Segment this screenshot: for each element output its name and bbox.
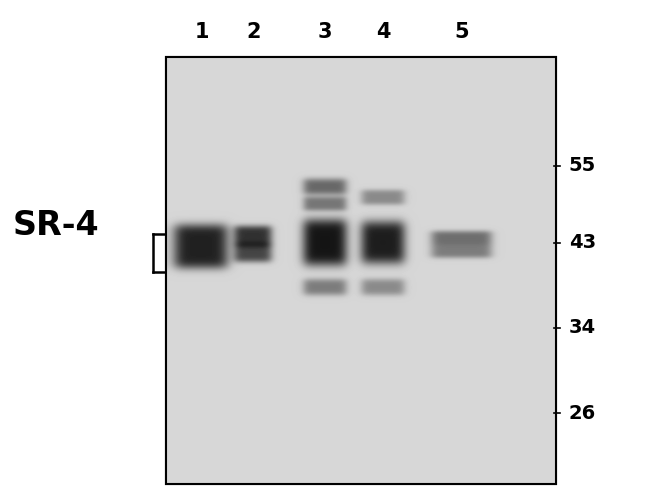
Text: 34: 34 <box>569 318 596 337</box>
Text: 5: 5 <box>454 22 469 42</box>
Text: 2: 2 <box>246 22 261 42</box>
Text: 1: 1 <box>194 22 209 42</box>
Text: 26: 26 <box>569 404 596 423</box>
Text: 43: 43 <box>569 233 596 252</box>
Text: 55: 55 <box>569 156 596 175</box>
Text: SR-4: SR-4 <box>13 209 99 242</box>
Text: 4: 4 <box>376 22 391 42</box>
FancyBboxPatch shape <box>166 57 556 484</box>
Text: 3: 3 <box>318 22 332 42</box>
